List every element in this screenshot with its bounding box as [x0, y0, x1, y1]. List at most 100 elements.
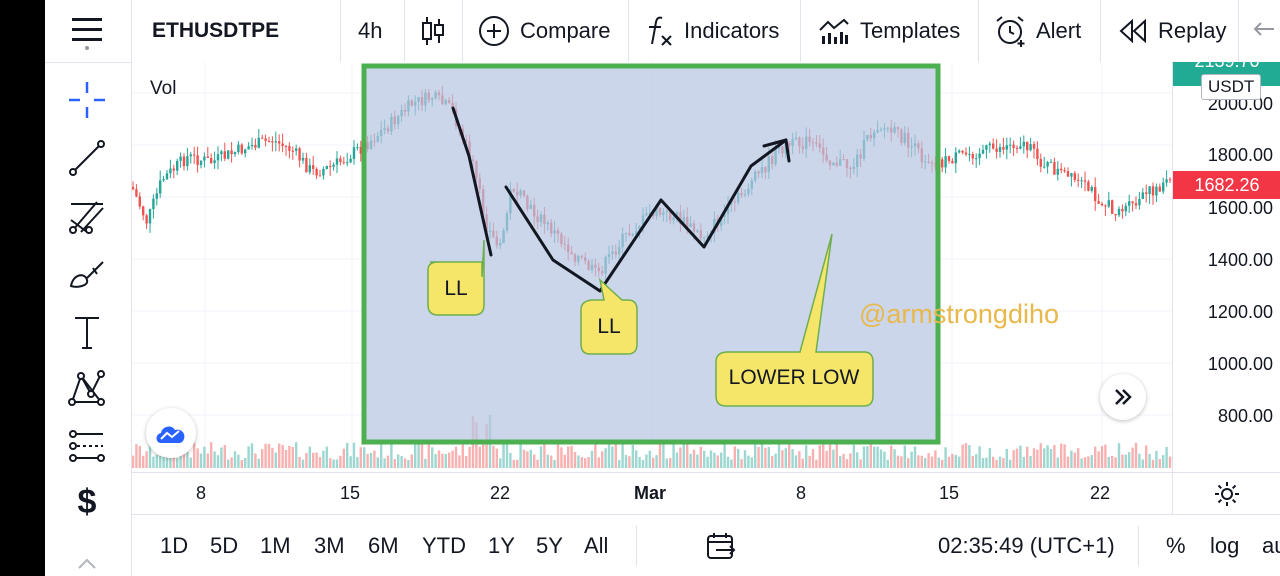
volume-bar [448, 452, 451, 468]
volume-bar [611, 446, 614, 468]
timezone-button[interactable]: 02:35:49 (UTC+1) [938, 533, 1115, 558]
prediction-icon[interactable] [59, 424, 115, 468]
candle-body [1039, 159, 1042, 167]
candle-body [142, 206, 145, 216]
volume-bar [1134, 442, 1138, 468]
callout-lower-low: LOWER LOW [715, 233, 874, 407]
scroll-to-realtime-button[interactable] [1100, 374, 1146, 420]
callout-shape [427, 239, 485, 316]
volume-bar [230, 457, 233, 468]
replay-button[interactable]: Replay [1118, 0, 1226, 62]
candle-body [196, 155, 199, 166]
volume-bar [577, 455, 580, 468]
volume-bar [199, 453, 203, 468]
volume-bar [822, 443, 825, 468]
log-scale-button[interactable]: log [1210, 533, 1240, 558]
price-chart[interactable]: @armstrongdiho LL LL LOWER LOW [132, 62, 1172, 472]
undo-button[interactable] [1252, 0, 1278, 62]
candle-body [261, 137, 264, 139]
alert-button[interactable]: Alert [994, 0, 1081, 62]
toolbar-separator [340, 0, 341, 62]
tradingview-logo-button[interactable] [146, 408, 196, 458]
range-5d-button[interactable]: 5D [210, 533, 239, 558]
volume-bar [631, 444, 634, 468]
volume-bar [1104, 444, 1107, 468]
bottom-toolbar: 1D 5D 1M 3M 6M YTD 1Y 5Y All 02:35:49 (U… [132, 514, 1280, 576]
candle-body [1111, 200, 1114, 214]
templates-button[interactable]: Templates [818, 0, 960, 62]
left-drawing-toolbar: $ [45, 0, 132, 576]
range-1y-button[interactable]: 1Y [488, 533, 515, 558]
brush-icon[interactable] [59, 252, 115, 296]
candle-body [359, 146, 362, 154]
volume-bar [675, 452, 679, 468]
interval-button[interactable]: 4h [358, 0, 382, 62]
candle-body [995, 148, 998, 152]
range-6m-button[interactable]: 6M [368, 533, 399, 558]
volume-bar [1066, 456, 1070, 468]
chart-settings-button[interactable] [1172, 472, 1280, 515]
volume-bar [726, 456, 730, 468]
volume-bar [754, 442, 757, 468]
range-ytd-button[interactable]: YTD [422, 533, 466, 558]
auto-scale-button[interactable]: auto [1262, 533, 1280, 558]
volume-bar [352, 442, 356, 468]
undo-icon [1253, 22, 1274, 36]
volume-bar [1155, 450, 1158, 468]
volume-bar [587, 457, 590, 468]
compare-button[interactable]: Compare [478, 0, 610, 62]
pattern-icon[interactable] [59, 366, 115, 410]
volume-bar [658, 442, 662, 468]
volume-bar [295, 442, 298, 468]
chevron-up-icon[interactable] [59, 550, 115, 576]
volume-bar [913, 446, 917, 468]
volume-bar [771, 455, 774, 468]
volume-bar [1049, 449, 1053, 468]
chart-type-button[interactable] [420, 0, 446, 62]
volume-bar [179, 448, 182, 468]
volume-bar [866, 446, 869, 468]
volume-bar [380, 443, 383, 468]
text-icon[interactable] [59, 310, 115, 354]
candle-body [1100, 203, 1104, 206]
dollar-icon[interactable]: $ [77, 482, 97, 521]
volume-bar [954, 454, 957, 468]
goto-date-button[interactable] [706, 515, 736, 576]
time-scale[interactable]: 8 15 22 Mar 8 15 22 [132, 472, 1172, 515]
volume-bar [808, 455, 811, 468]
volume-bar [539, 446, 543, 468]
volume-bar [655, 455, 658, 468]
candle-body [1077, 179, 1080, 181]
symbol-search-button[interactable]: ETHUSDTPE [152, 0, 279, 62]
currency-button[interactable]: USDT [1201, 74, 1262, 100]
trend-line-icon[interactable] [59, 136, 115, 180]
range-1d-button[interactable]: 1D [160, 533, 189, 558]
pitchfork-icon[interactable] [59, 194, 115, 238]
volume-bar [159, 455, 162, 468]
menu-icon[interactable] [59, 8, 115, 52]
indicators-button[interactable]: Indicators [646, 0, 779, 62]
double-chevron-right-icon [1115, 389, 1132, 405]
volume-bar [832, 449, 835, 468]
volume-bar [220, 447, 223, 468]
percent-scale-button[interactable]: % [1166, 533, 1186, 558]
candle-body [271, 141, 274, 143]
volume-bar [883, 451, 886, 468]
range-1m-button[interactable]: 1M [260, 533, 291, 558]
volume-bar [862, 446, 866, 468]
crosshair-icon[interactable] [59, 78, 115, 122]
price-scale[interactable]: 2139.70 2000.00 USDT 1800.00 1600.00 140… [1172, 62, 1280, 472]
candle-body [1141, 192, 1144, 199]
chart-pane[interactable]: @armstrongdiho LL LL LOWER LOW Vol [132, 62, 1172, 472]
callout-lower-low-text: LOWER LOW [729, 366, 860, 389]
callout-ll-1: LL [427, 239, 485, 316]
volume-bar [1005, 448, 1008, 468]
volume-bar [570, 445, 573, 468]
volume-bar [825, 450, 828, 468]
candle-body [1148, 186, 1151, 194]
range-3m-button[interactable]: 3M [314, 533, 345, 558]
candle-body [162, 179, 165, 181]
range-all-button[interactable]: All [584, 533, 609, 558]
range-5y-button[interactable]: 5Y [536, 533, 563, 558]
volume-legend[interactable]: Vol [150, 78, 177, 99]
